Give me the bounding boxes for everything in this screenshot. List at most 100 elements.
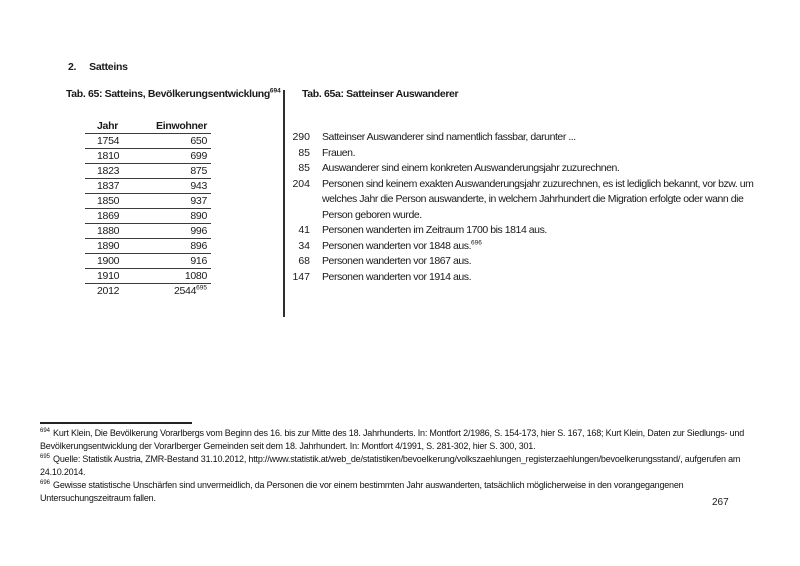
footnote-text: Quelle: Statistik Austria, ZMR-Bestand 3… bbox=[40, 454, 741, 477]
population-value: 896 bbox=[190, 240, 207, 252]
list-item: 204 Personen sind keinem exakten Auswand… bbox=[280, 177, 760, 224]
footnote-text: Gewisse statistische Unschärfen sind unv… bbox=[40, 480, 684, 503]
population-cell: 699 bbox=[153, 149, 211, 163]
population-cell: 937 bbox=[153, 194, 211, 208]
population-cell: 943 bbox=[153, 179, 211, 193]
footnote: 694 Kurt Klein, Die Bevölkerung Vorarlber… bbox=[40, 427, 770, 453]
year-cell: 1890 bbox=[97, 240, 120, 252]
footnote-ref: 695 bbox=[196, 284, 207, 292]
population-cell: 896 bbox=[153, 239, 211, 253]
item-text: Personen wanderten vor 1867 aus. bbox=[322, 254, 760, 270]
column-header-einwohner: Einwohner bbox=[156, 120, 207, 132]
year-cell: 1880 bbox=[97, 225, 120, 237]
item-count: 34 bbox=[298, 239, 310, 252]
table-row: 1910 1080 bbox=[85, 269, 211, 284]
year-cell: 1754 bbox=[97, 135, 120, 147]
item-text-value: Personen wanderten vor 1848 aus. bbox=[322, 239, 472, 252]
table-row: 1810 699 bbox=[85, 149, 211, 164]
table65a-caption: Tab. 65a: Satteinser Auswanderer bbox=[302, 88, 459, 100]
year-cell: 1910 bbox=[97, 270, 120, 282]
population-cell: 650 bbox=[153, 134, 211, 148]
table-header-row: Jahr Einwohner bbox=[85, 119, 211, 134]
table-row: 1823 875 bbox=[85, 164, 211, 179]
item-text: Auswanderer sind einem konkreten Auswand… bbox=[322, 161, 760, 177]
column-header-jahr: Jahr bbox=[97, 120, 118, 132]
footnote-ref-694: 694 bbox=[269, 87, 281, 95]
column-divider-line bbox=[283, 90, 285, 317]
table-row: 1837 943 bbox=[85, 179, 211, 194]
item-count: 85 bbox=[298, 146, 310, 159]
footnote: 696 Gewisse statistische Unschärfen sind … bbox=[40, 479, 770, 505]
population-value: 699 bbox=[190, 150, 207, 162]
population-value: 937 bbox=[190, 195, 207, 207]
population-value: 2544 bbox=[173, 285, 197, 297]
list-item: 85 Auswanderer sind einem konkreten Ausw… bbox=[280, 161, 760, 177]
list-item: 147 Personen wanderten vor 1914 aus. bbox=[280, 270, 760, 286]
year-cell: 1869 bbox=[97, 210, 120, 222]
item-text: Personen wanderten vor 1914 aus. bbox=[322, 270, 760, 286]
item-text: Personen wanderten im Zeitraum 1700 bis … bbox=[322, 223, 760, 239]
table-row: 1900 916 bbox=[85, 254, 211, 269]
item-text-value: Personen wanderten vor 1914 aus. bbox=[322, 270, 472, 283]
list-item: 290 Satteinser Auswanderer sind namentli… bbox=[280, 130, 760, 146]
item-text-value: Satteinser Auswanderer sind namentlich f… bbox=[322, 131, 576, 143]
table-row: 2012 2544695 bbox=[85, 284, 211, 298]
footnote-marker: 694 bbox=[40, 428, 51, 434]
section-number: 2. bbox=[68, 61, 77, 73]
year-cell: 1823 bbox=[97, 165, 120, 177]
population-table: Jahr Einwohner 1754 650 1810 699 1823 87… bbox=[85, 119, 211, 298]
population-cell: 996 bbox=[153, 224, 211, 238]
section-title: Satteins bbox=[89, 61, 128, 73]
year-cell: 1837 bbox=[97, 180, 120, 192]
item-text-value: Personen wanderten im Zeitraum 1700 bis … bbox=[322, 224, 547, 236]
table65-caption-text: Tab. 65: Satteins, Bevölkerungsentwicklu… bbox=[66, 88, 270, 100]
list-item: 68 Personen wanderten vor 1867 aus. bbox=[280, 254, 760, 270]
footnote-marker: 695 bbox=[40, 454, 51, 460]
table-row: 1880 996 bbox=[85, 224, 211, 239]
table65-caption: Tab. 65: Satteins, Bevölkerungsentwicklu… bbox=[66, 88, 281, 100]
section-heading: 2. Satteins bbox=[68, 61, 128, 73]
emigrant-list: 290 Satteinser Auswanderer sind namentli… bbox=[280, 130, 760, 285]
population-value: 943 bbox=[190, 180, 207, 192]
population-value: 890 bbox=[190, 210, 207, 222]
item-text: Personen sind keinem exakten Auswanderun… bbox=[322, 177, 760, 224]
footnote-text: Kurt Klein, Die Bevölkerung Vorarlbergs … bbox=[40, 428, 745, 451]
footnotes-section: 694 Kurt Klein, Die Bevölkerung Vorarlber… bbox=[40, 427, 770, 505]
population-cell: 2544695 bbox=[153, 284, 211, 298]
population-value: 875 bbox=[190, 165, 207, 177]
item-text-value: Auswanderer sind einem konkreten Auswand… bbox=[322, 162, 620, 174]
population-value: 916 bbox=[190, 255, 207, 267]
footnote-separator-line bbox=[40, 422, 192, 424]
year-cell: 1850 bbox=[97, 195, 120, 207]
item-text-value: Personen sind keinem exakten Auswanderun… bbox=[322, 177, 754, 221]
table-row: 1890 896 bbox=[85, 239, 211, 254]
population-cell: 916 bbox=[153, 254, 211, 268]
year-cell: 1810 bbox=[97, 150, 120, 162]
list-item: 41 Personen wanderten im Zeitraum 1700 b… bbox=[280, 223, 760, 239]
population-cell: 890 bbox=[153, 209, 211, 223]
item-count: 290 bbox=[292, 131, 310, 143]
item-count: 85 bbox=[298, 162, 310, 174]
table-row: 1869 890 bbox=[85, 209, 211, 224]
item-count: 41 bbox=[298, 224, 310, 236]
item-text: Satteinser Auswanderer sind namentlich f… bbox=[322, 130, 760, 146]
population-value: 996 bbox=[190, 225, 207, 237]
footnote: 695 Quelle: Statistik Austria, ZMR-Bestan… bbox=[40, 453, 770, 479]
list-item: 34 Personen wanderten vor 1848 aus.696 bbox=[280, 239, 760, 255]
population-cell: 875 bbox=[153, 164, 211, 178]
list-item: 85 Frauen. bbox=[280, 146, 760, 162]
item-text-value: Frauen. bbox=[322, 146, 356, 159]
item-count: 68 bbox=[298, 255, 310, 267]
population-value: 1080 bbox=[184, 270, 207, 282]
table-row: 1754 650 bbox=[85, 134, 211, 149]
year-cell: 2012 bbox=[97, 285, 120, 297]
item-text-value: Personen wanderten vor 1867 aus. bbox=[322, 255, 472, 267]
item-count: 147 bbox=[292, 270, 310, 283]
table-body: 1754 650 1810 699 1823 875 1837 943 bbox=[85, 134, 211, 298]
page-number: 267 bbox=[712, 497, 729, 508]
footnote-ref: 696 bbox=[471, 239, 482, 246]
footnote-marker: 696 bbox=[40, 480, 51, 486]
table-row: 1850 937 bbox=[85, 194, 211, 209]
population-value: 650 bbox=[190, 135, 207, 147]
